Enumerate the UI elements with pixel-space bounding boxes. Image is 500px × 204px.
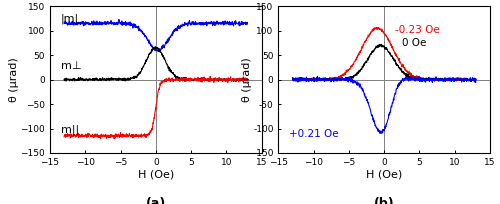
X-axis label: H (Oe): H (Oe) <box>366 170 403 180</box>
Text: -0.23 Oe: -0.23 Oe <box>395 25 440 35</box>
Text: m⊥: m⊥ <box>60 61 81 71</box>
Y-axis label: θ (μrad): θ (μrad) <box>242 57 252 102</box>
Text: (a): (a) <box>146 197 166 204</box>
Text: m||: m|| <box>60 124 78 135</box>
X-axis label: H (Oe): H (Oe) <box>138 170 174 180</box>
Y-axis label: θ (μrad): θ (μrad) <box>9 57 19 102</box>
Text: (b): (b) <box>374 197 394 204</box>
Text: +0.21 Oe: +0.21 Oe <box>289 129 339 139</box>
Text: |m|: |m| <box>60 14 78 24</box>
Text: 0 Oe: 0 Oe <box>402 38 426 48</box>
